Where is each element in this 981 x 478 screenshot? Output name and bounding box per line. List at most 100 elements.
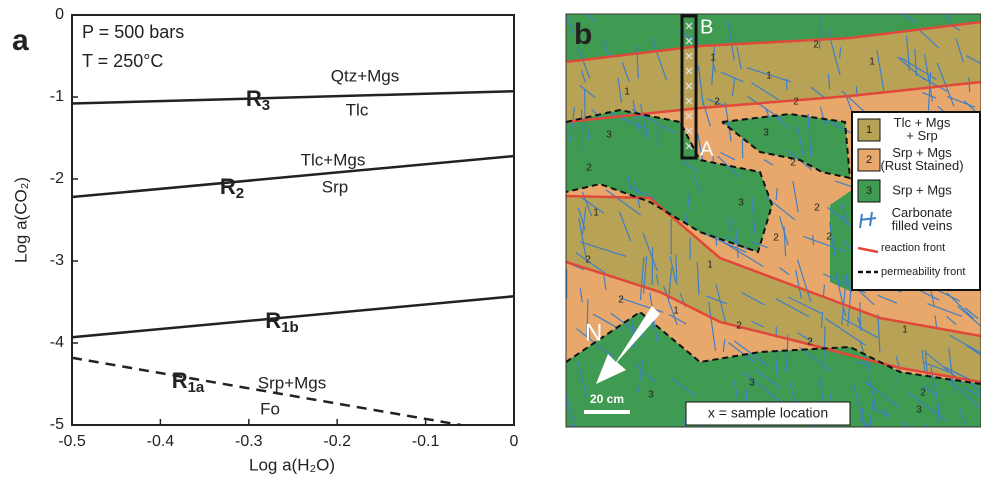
vein [807,113,812,158]
vein [828,222,836,257]
vein [578,218,587,260]
vein [686,424,688,427]
vein [755,369,782,389]
zone-label: 3 [763,128,769,139]
vein [586,299,589,336]
legend-text: reaction front [881,242,945,254]
zone-area [830,190,852,292]
legend-text: filled veins [892,218,953,233]
vein [824,118,853,134]
line-label: R1a [172,368,205,396]
vein [632,100,641,135]
zone-label: 1 [710,53,716,64]
vein [896,56,925,81]
vein [841,90,866,114]
vein [650,36,668,81]
marker-label: A [700,138,714,160]
line-label: R3 [246,86,270,114]
vein [964,307,979,320]
y-tick-label: -1 [50,88,64,105]
vein [639,257,645,301]
x-tick-label: -0.1 [412,433,440,450]
vein [839,47,842,59]
legend-key: 3 [866,185,872,197]
vein [620,297,664,313]
vein [796,259,812,303]
vein [934,315,938,328]
vein [764,424,767,427]
legend-text: Srp + Mgs [892,182,952,197]
zone-label: 2 [773,233,779,244]
vein [810,86,826,99]
zone-label: 1 [624,87,630,98]
phase-label: Tlc [346,100,369,119]
vein [736,46,742,70]
x-tick-label: -0.4 [147,433,175,450]
zone-label: 2 [920,388,926,399]
legend-text: Srp + Mgs [892,145,952,160]
vein [965,55,981,65]
legend-text: Carbonate [892,205,953,220]
zone-area [566,22,981,122]
vein [631,187,657,201]
x-tick-label: -0.5 [58,433,86,450]
legend-text: Tlc + Mgs [894,115,951,130]
vein [626,173,632,189]
vein [727,342,756,364]
zone-label: 1 [902,325,908,336]
vein [967,379,981,394]
zone-label: 1 [766,71,772,82]
vein [567,16,575,36]
legend-text: + Srp [906,128,937,143]
zone-area [566,196,981,382]
zone-label: 1 [869,57,875,68]
scale-label: 20 cm [590,392,624,406]
zone-label: 2 [714,97,720,108]
phase-label: Fo [260,399,280,418]
vein [856,316,862,329]
vein [785,334,789,373]
vein [587,14,597,23]
y-tick-label: 0 [55,6,64,23]
annotation: T = 250°C [82,51,163,71]
legend-swatch [857,118,881,142]
vein [826,28,841,76]
x-tick-label: 0 [510,433,519,450]
vein [819,106,826,126]
vein [605,189,642,216]
vein [826,206,852,227]
vein [634,181,641,209]
vein [715,284,727,322]
legend-text: permeability front [881,266,965,278]
reaction-line [71,356,462,427]
sample-point [685,22,693,30]
vein [946,315,957,326]
zone-label: 2 [586,163,592,174]
vein [693,174,702,193]
vein [617,77,623,103]
reaction-front [566,20,981,64]
vein [724,101,732,142]
legend-line [857,246,879,254]
vein [884,407,889,420]
vein [621,62,630,83]
vein [763,159,774,166]
vein [675,254,678,285]
vein [721,240,764,268]
vein [667,267,673,301]
vein [606,110,651,132]
y-tick-label: -5 [50,416,64,433]
vein [579,84,596,99]
vein [696,261,700,295]
vein [670,377,696,397]
vein [765,107,771,121]
vein [774,350,779,379]
plot-frame [71,14,515,426]
vein [946,292,975,320]
vein [968,77,971,93]
vein [802,235,847,253]
vein [920,384,939,397]
vein [751,241,768,249]
zone-label: 1 [707,260,713,271]
vein [820,312,824,329]
